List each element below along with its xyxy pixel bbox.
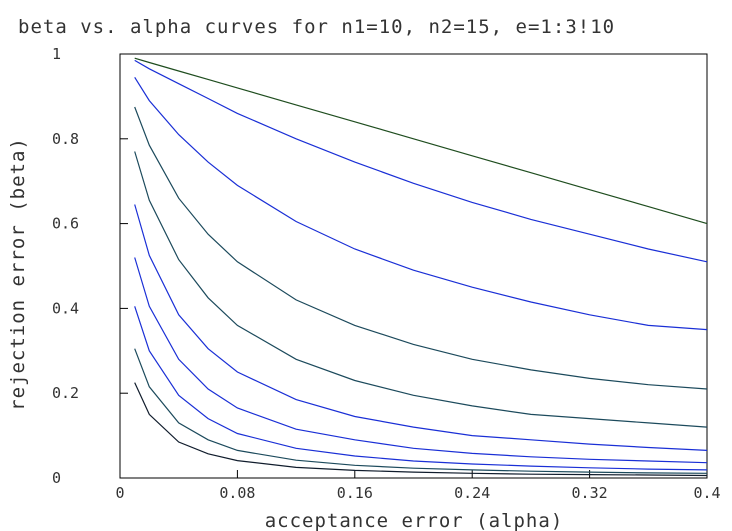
series-line-8 (134, 306, 708, 471)
axis-ticks: 0 0.08 0.16 0.24 0.32 0.4 0 0.2 0.4 0.6 0.8 1 (52, 45, 721, 502)
x-tick-label: 0.24 (454, 484, 490, 502)
series-group (134, 57, 708, 477)
y-axis-label: rejection error (beta) (7, 137, 29, 411)
series-line-3 (134, 76, 708, 331)
plot-frame (119, 53, 708, 479)
y-tick-label: 0 (52, 469, 61, 487)
series-line-7 (134, 257, 708, 464)
x-axis-label: acceptance error (alpha) (265, 510, 564, 531)
series-line-4 (134, 106, 708, 390)
y-tick-label: 1 (52, 45, 61, 63)
x-tick-label: 0 (115, 484, 124, 502)
x-tick-label: 0.08 (219, 484, 255, 502)
series-line-9 (134, 348, 708, 474)
series-line-5 (134, 151, 708, 428)
y-tick-label: 0.6 (52, 215, 79, 233)
y-tick-label: 0.8 (52, 130, 79, 148)
chart-title: beta vs. alpha curves for n1=10, n2=15, … (18, 16, 615, 38)
series-line-6 (134, 204, 708, 451)
y-tick-label: 0.4 (52, 299, 79, 317)
series-line-2 (134, 59, 708, 263)
y-tick-label: 0.2 (52, 384, 79, 402)
series-line-10 (134, 382, 708, 477)
x-tick-label: 0.4 (693, 484, 720, 502)
series-line-1 (134, 57, 708, 225)
x-tick-label: 0.32 (572, 484, 608, 502)
x-tick-label: 0.16 (337, 484, 373, 502)
